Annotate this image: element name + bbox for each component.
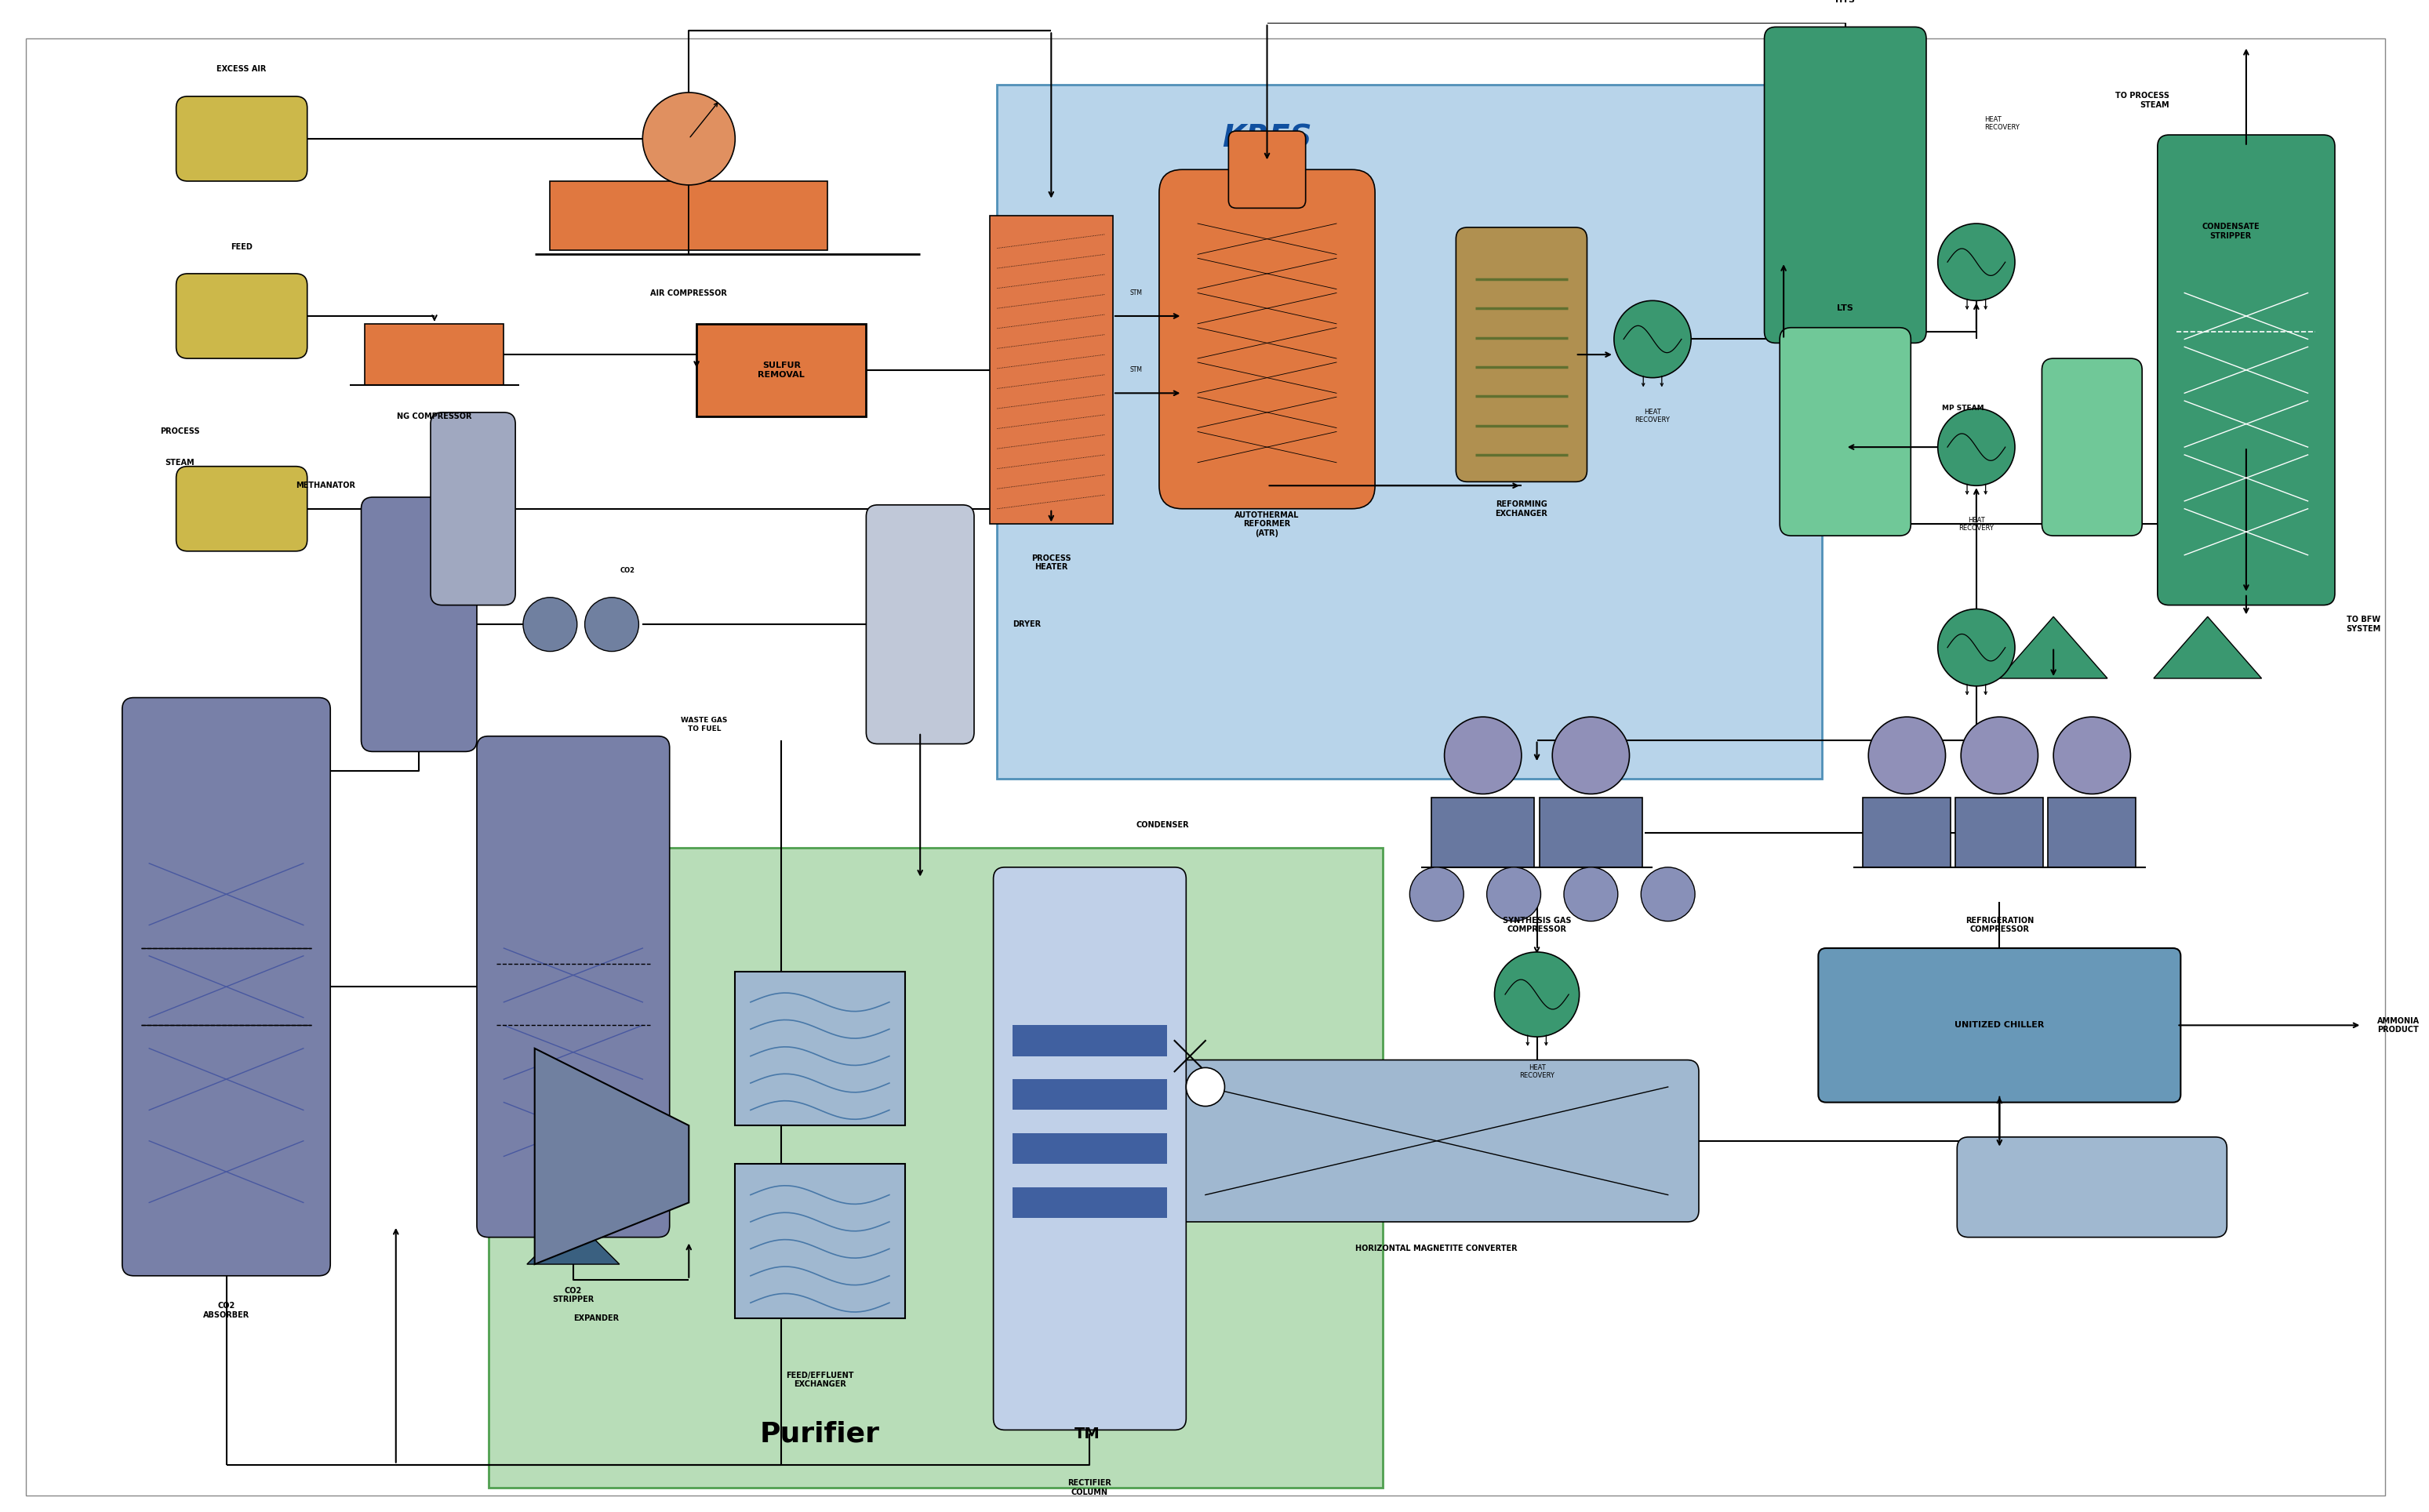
Circle shape bbox=[1613, 301, 1691, 378]
Circle shape bbox=[1487, 868, 1540, 921]
Text: HEAT
RECOVERY: HEAT RECOVERY bbox=[1518, 1064, 1555, 1080]
Circle shape bbox=[1552, 717, 1630, 794]
FancyBboxPatch shape bbox=[430, 413, 515, 605]
Text: PROCESS: PROCESS bbox=[160, 428, 199, 435]
FancyBboxPatch shape bbox=[476, 736, 670, 1237]
Circle shape bbox=[1868, 717, 1946, 794]
Circle shape bbox=[1185, 1067, 1224, 1107]
Text: EXPANDER: EXPANDER bbox=[573, 1314, 619, 1321]
Text: SULFUR
REMOVAL: SULFUR REMOVAL bbox=[758, 361, 804, 378]
Text: CONDENSER: CONDENSER bbox=[1137, 821, 1190, 829]
Text: STEAM: STEAM bbox=[165, 458, 194, 466]
Text: AIR COMPRESSOR: AIR COMPRESSOR bbox=[651, 289, 726, 296]
Text: HTS: HTS bbox=[1836, 0, 1856, 5]
Bar bbox=[1013, 1080, 1166, 1110]
Text: HEAT
RECOVERY: HEAT RECOVERY bbox=[1984, 116, 2018, 132]
Text: FEED: FEED bbox=[231, 243, 253, 251]
Text: RECTIFIER
COLUMN: RECTIFIER COLUMN bbox=[1069, 1479, 1112, 1497]
Text: CO2
STRIPPER: CO2 STRIPPER bbox=[551, 1287, 595, 1303]
FancyBboxPatch shape bbox=[998, 85, 1822, 779]
Text: REFORMING
EXCHANGER: REFORMING EXCHANGER bbox=[1496, 500, 1547, 517]
FancyBboxPatch shape bbox=[1159, 169, 1375, 508]
Circle shape bbox=[1564, 868, 1618, 921]
Polygon shape bbox=[2155, 617, 2261, 679]
Text: TM: TM bbox=[1074, 1426, 1100, 1441]
Text: STM: STM bbox=[1129, 289, 1142, 296]
FancyBboxPatch shape bbox=[1763, 27, 1926, 343]
Text: KRES: KRES bbox=[1222, 124, 1312, 154]
Bar bbox=[697, 324, 867, 416]
Text: CO2
ABSORBER: CO2 ABSORBER bbox=[204, 1302, 250, 1318]
Polygon shape bbox=[1999, 617, 2108, 679]
FancyBboxPatch shape bbox=[2157, 135, 2334, 605]
Text: AUTOTHERMAL
REFORMER
(ATR): AUTOTHERMAL REFORMER (ATR) bbox=[1234, 511, 1300, 537]
FancyBboxPatch shape bbox=[177, 466, 306, 552]
Bar bbox=[690, 181, 828, 251]
Text: TO BFW
SYSTEM: TO BFW SYSTEM bbox=[2346, 615, 2380, 634]
Bar bbox=[1431, 798, 1535, 868]
Circle shape bbox=[1642, 868, 1695, 921]
Bar bbox=[1013, 1187, 1166, 1219]
Text: SYNTHESIS GAS
COMPRESSOR: SYNTHESIS GAS COMPRESSOR bbox=[1504, 916, 1572, 933]
Bar bbox=[1863, 798, 1950, 868]
Bar bbox=[549, 181, 690, 251]
Text: HEAT
RECOVERY: HEAT RECOVERY bbox=[1635, 408, 1671, 423]
FancyBboxPatch shape bbox=[488, 848, 1382, 1488]
Text: HORIZONTAL MAGNETITE CONVERTER: HORIZONTAL MAGNETITE CONVERTER bbox=[1355, 1244, 1518, 1253]
Text: AMMONIA
PRODUCT: AMMONIA PRODUCT bbox=[2378, 1016, 2419, 1034]
FancyBboxPatch shape bbox=[1819, 948, 2181, 1102]
Circle shape bbox=[2053, 717, 2130, 794]
Text: CONDENSATE
STRIPPER: CONDENSATE STRIPPER bbox=[2203, 222, 2259, 240]
Circle shape bbox=[1938, 609, 2016, 686]
Text: MP STEAM: MP STEAM bbox=[1943, 405, 1984, 413]
Circle shape bbox=[1494, 953, 1579, 1037]
Text: DRYER: DRYER bbox=[1013, 620, 1042, 629]
Circle shape bbox=[585, 597, 639, 652]
FancyBboxPatch shape bbox=[1780, 328, 1912, 535]
Circle shape bbox=[522, 597, 578, 652]
Text: CO2: CO2 bbox=[619, 567, 634, 575]
Bar bbox=[736, 971, 904, 1125]
FancyBboxPatch shape bbox=[121, 697, 330, 1276]
Text: FEED/EFFLUENT
EXCHANGER: FEED/EFFLUENT EXCHANGER bbox=[787, 1371, 855, 1388]
FancyBboxPatch shape bbox=[1455, 227, 1586, 482]
Text: REFRIGERATION
COMPRESSOR: REFRIGERATION COMPRESSOR bbox=[1965, 916, 2033, 933]
Text: TO PROCESS
STEAM: TO PROCESS STEAM bbox=[2116, 92, 2169, 109]
Polygon shape bbox=[534, 1048, 690, 1264]
Bar bbox=[1955, 798, 2043, 868]
FancyBboxPatch shape bbox=[177, 97, 306, 181]
Circle shape bbox=[1938, 408, 2016, 485]
Bar bbox=[2048, 798, 2135, 868]
Circle shape bbox=[1445, 717, 1521, 794]
FancyBboxPatch shape bbox=[2043, 358, 2142, 535]
Text: METHANATOR: METHANATOR bbox=[296, 482, 355, 490]
Text: PROCESS
HEATER: PROCESS HEATER bbox=[1032, 555, 1071, 572]
Bar bbox=[364, 324, 503, 386]
Bar bbox=[1540, 798, 1642, 868]
FancyBboxPatch shape bbox=[1229, 132, 1307, 209]
FancyBboxPatch shape bbox=[1958, 1137, 2227, 1237]
Circle shape bbox=[1938, 224, 2016, 301]
Text: HEAT
RECOVERY: HEAT RECOVERY bbox=[1958, 517, 1994, 532]
Text: LTS: LTS bbox=[1836, 304, 1853, 313]
Text: STM: STM bbox=[1129, 366, 1142, 373]
Bar bbox=[989, 216, 1112, 525]
Circle shape bbox=[1960, 717, 2038, 794]
Circle shape bbox=[644, 92, 736, 184]
Bar bbox=[1013, 1132, 1166, 1164]
FancyBboxPatch shape bbox=[177, 274, 306, 358]
Text: WASTE GAS
TO FUEL: WASTE GAS TO FUEL bbox=[680, 717, 729, 732]
FancyBboxPatch shape bbox=[1176, 1060, 1698, 1222]
Text: NG COMPRESSOR: NG COMPRESSOR bbox=[396, 413, 471, 420]
Text: EXCESS AIR: EXCESS AIR bbox=[216, 65, 267, 73]
Bar bbox=[736, 1164, 904, 1318]
FancyBboxPatch shape bbox=[362, 497, 476, 751]
Polygon shape bbox=[527, 1219, 619, 1264]
FancyBboxPatch shape bbox=[867, 505, 974, 744]
Text: Purifier: Purifier bbox=[760, 1420, 879, 1447]
Circle shape bbox=[1409, 868, 1465, 921]
FancyBboxPatch shape bbox=[993, 868, 1185, 1430]
Bar bbox=[1013, 1025, 1166, 1055]
Text: UNITIZED CHILLER: UNITIZED CHILLER bbox=[1955, 1021, 2045, 1030]
